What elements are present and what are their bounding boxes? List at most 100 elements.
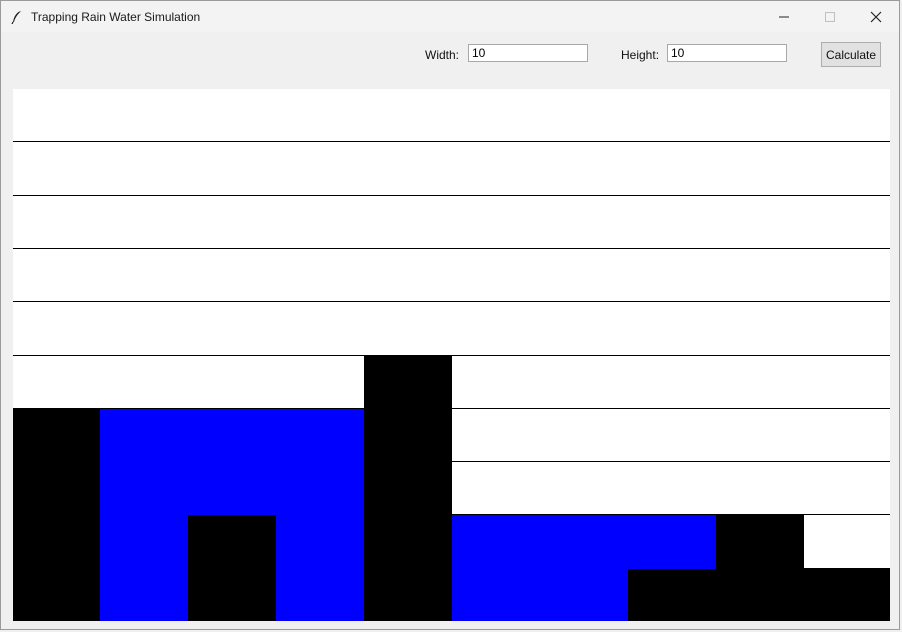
minimize-icon [779,16,789,17]
grid-cell-water [100,409,189,462]
grid-cell-bar [364,356,453,409]
grid-cell-empty [804,196,890,249]
grid-cell-empty [716,142,805,196]
grid-cell-empty [716,196,805,249]
grid-cell-water [452,515,541,569]
grid-cell-bar [13,462,101,515]
grid-cell-bar [716,515,805,569]
grid-cell-empty [452,196,541,249]
height-input[interactable] [667,44,787,62]
grid-cell-water [540,515,629,569]
grid-cell-empty [276,356,365,409]
grid-cell-empty [452,462,541,515]
grid-cell-water [188,409,277,462]
height-label: Height: [621,48,660,62]
grid-cell-empty [452,142,541,196]
feather-icon [9,9,25,25]
grid-cell-empty [804,462,890,515]
grid-cell-empty [716,409,805,462]
grid-cell-empty [364,89,453,142]
grid-cell-bar [188,569,277,621]
toolbar: Width: Height: Calculate [1,32,899,88]
grid-cell-empty [716,89,805,142]
calculate-button[interactable]: Calculate [821,42,881,67]
grid-cell-empty [540,462,629,515]
grid-cell-water [276,462,365,515]
grid-cell-water [188,462,277,515]
grid-cell-empty [452,302,541,356]
width-label: Width: [425,48,460,62]
grid-cell-empty [188,142,277,196]
grid-cell-empty [276,302,365,356]
grid-cell-empty [364,249,453,302]
grid-cell-bar [188,515,277,569]
grid-cell-empty [452,356,541,409]
grid-cell-empty [804,249,890,302]
grid-cell-water [452,569,541,621]
close-button[interactable] [853,1,899,32]
grid-cell-empty [188,89,277,142]
grid-cell-empty [276,142,365,196]
grid-cell-empty [100,142,189,196]
title-bar[interactable]: Trapping Rain Water Simulation [1,1,899,32]
grid-cell-empty [188,356,277,409]
grid-cell-empty [276,89,365,142]
grid-cell-empty [716,249,805,302]
grid-cell-empty [628,302,717,356]
maximize-button[interactable] [807,1,853,32]
grid-cell-empty [540,249,629,302]
grid-cell-empty [100,196,189,249]
grid-cell-empty [364,142,453,196]
grid-cell-bar [13,569,101,621]
grid-cell-empty [276,196,365,249]
grid-cell-empty [452,89,541,142]
grid-cell-empty [716,302,805,356]
grid-cell-empty [13,196,101,249]
grid-cell-empty [628,462,717,515]
grid-cell-empty [804,142,890,196]
grid-cell-water [276,569,365,621]
grid-cell-bar [364,462,453,515]
grid-cell-empty [100,249,189,302]
grid-cell-empty [628,356,717,409]
grid-cell-water [276,409,365,462]
grid-cell-empty [13,356,101,409]
grid-cell-empty [804,515,890,569]
grid-cell-bar [716,569,805,621]
grid-cell-empty [13,249,101,302]
grid-cell-bar [364,515,453,569]
grid-cell-bar [364,409,453,462]
grid-cell-empty [452,409,541,462]
grid-cell-water [276,515,365,569]
grid-cell-bar [13,409,101,462]
grid-cell-empty [100,356,189,409]
grid-cell-empty [540,302,629,356]
grid-cell-empty [452,249,541,302]
grid-cell-water [100,515,189,569]
grid-cell-empty [188,249,277,302]
grid-cell-empty [804,409,890,462]
grid-cell-empty [804,356,890,409]
grid-cell-water [100,569,189,621]
grid-cell-water [100,462,189,515]
width-input[interactable] [468,44,588,62]
grid-cell-bar [804,569,890,621]
close-icon [870,11,882,22]
grid-cell-empty [188,196,277,249]
window-title: Trapping Rain Water Simulation [31,9,201,24]
grid-cell-bar [628,569,717,621]
grid-cell-empty [13,142,101,196]
minimize-button[interactable] [761,1,807,32]
grid-cell-empty [540,409,629,462]
grid-cell-empty [188,302,277,356]
grid-cell-empty [100,89,189,142]
grid-cell-empty [804,89,890,142]
grid-cell-empty [540,356,629,409]
grid-cell-empty [540,142,629,196]
grid-cell-empty [716,462,805,515]
grid-cell-empty [13,302,101,356]
grid-cell-empty [716,356,805,409]
grid-cell-water [628,515,717,569]
grid-cell-empty [628,142,717,196]
